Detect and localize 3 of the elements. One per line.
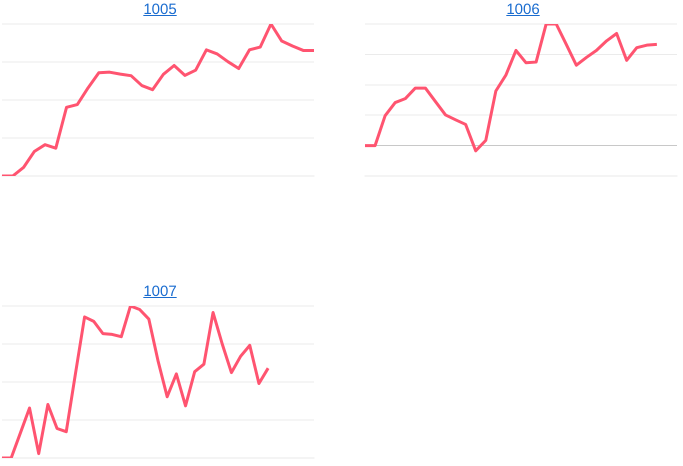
chart-title: 1007 [142, 282, 178, 302]
chart-title: 1006 [505, 0, 541, 20]
chart-title: 1005 [142, 0, 178, 20]
